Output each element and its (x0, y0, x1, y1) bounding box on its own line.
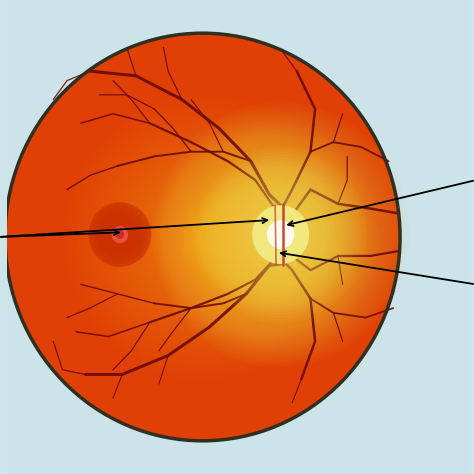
Circle shape (116, 231, 124, 238)
Circle shape (95, 209, 145, 260)
Circle shape (118, 232, 122, 237)
Circle shape (267, 220, 294, 249)
Circle shape (118, 233, 121, 236)
Circle shape (111, 226, 128, 244)
Circle shape (115, 229, 125, 240)
Circle shape (101, 215, 138, 254)
Circle shape (112, 227, 128, 242)
Circle shape (89, 202, 151, 267)
Circle shape (91, 205, 149, 264)
Circle shape (114, 228, 126, 241)
Circle shape (92, 206, 147, 263)
Circle shape (116, 230, 124, 239)
Circle shape (97, 211, 142, 258)
Circle shape (89, 202, 151, 267)
Circle shape (105, 219, 135, 250)
Circle shape (252, 205, 309, 264)
Circle shape (110, 224, 130, 245)
Circle shape (102, 217, 137, 253)
Circle shape (96, 210, 144, 259)
Circle shape (104, 218, 136, 251)
Circle shape (94, 208, 146, 262)
Circle shape (90, 204, 150, 265)
Circle shape (100, 214, 140, 255)
Circle shape (111, 226, 128, 243)
Circle shape (106, 220, 134, 249)
Circle shape (109, 223, 131, 246)
Circle shape (99, 213, 141, 256)
Circle shape (108, 222, 132, 247)
